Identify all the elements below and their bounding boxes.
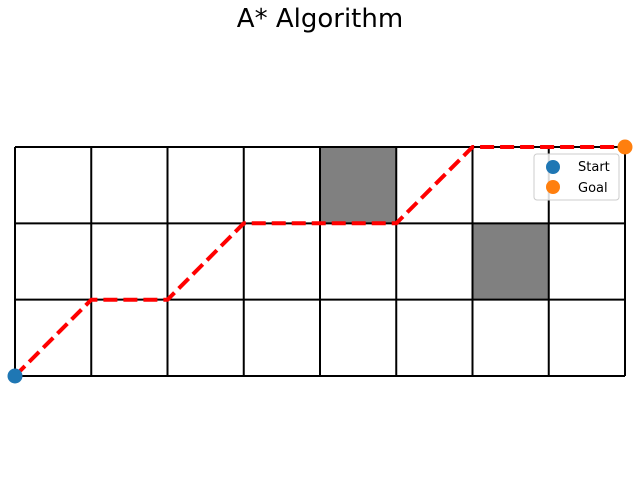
legend-goal-label: Goal [578,181,608,196]
obstacle-cell-1 [472,223,549,300]
marker-layer [7,139,633,384]
legend-start-label: Start [578,160,610,175]
obstacle-layer [320,147,549,300]
legend-goal-marker [546,180,560,194]
path-layer [13,145,625,378]
legend-start-marker [546,160,560,174]
goal-marker [617,139,633,155]
astar-path-line [13,145,625,378]
start-marker [7,368,23,384]
obstacle-cell-0 [320,147,397,224]
chart-title: A* Algorithm [236,4,404,34]
legend: Start Goal [533,153,620,201]
